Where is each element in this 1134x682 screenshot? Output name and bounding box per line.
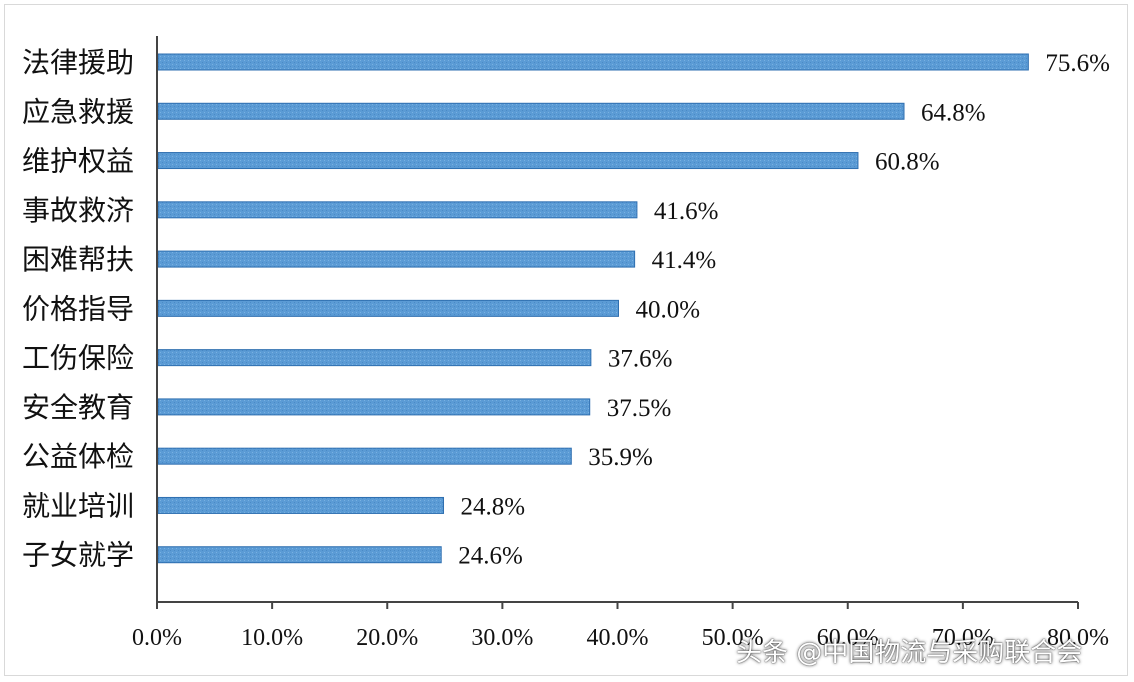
watermark-text: 头条 @中国物流与采购联合会: [736, 638, 1083, 668]
data-label: 24.8%: [461, 493, 526, 520]
data-label: 37.5%: [607, 395, 672, 422]
category-label: 维护权益: [22, 145, 134, 178]
x-tick-label: 0.0%: [132, 625, 182, 651]
data-label: 35.9%: [588, 444, 653, 471]
category-label: 事故救济: [22, 194, 134, 227]
bar: [157, 447, 572, 465]
bar: [157, 250, 636, 268]
bar: [157, 398, 591, 416]
bar: [157, 53, 1029, 71]
bar: [157, 102, 905, 120]
data-label: 64.8%: [921, 99, 986, 126]
data-label: 41.4%: [652, 247, 717, 274]
x-tick-label: 70.0%: [932, 625, 994, 651]
x-tick-label: 50.0%: [702, 625, 764, 651]
category-label: 安全教育: [22, 391, 134, 424]
data-label: 75.6%: [1045, 50, 1110, 77]
category-label: 应急救援: [22, 95, 134, 128]
category-label: 工伤保险: [22, 342, 134, 375]
data-label: 60.8%: [875, 149, 940, 176]
bar: [157, 201, 638, 219]
x-tick-label: 10.0%: [241, 625, 303, 651]
category-label: 公益体检: [22, 440, 134, 473]
x-tick-label: 40.0%: [587, 625, 649, 651]
bar: [157, 349, 592, 367]
category-label: 困难帮扶: [22, 243, 134, 276]
bar: [157, 152, 859, 170]
x-axis: 0.0% 10.0% 20.0% 30.0% 40.0% 50.0% 60.0% 70.0% 8…: [132, 36, 1109, 651]
data-label: 40.0%: [636, 296, 701, 323]
bar: [157, 299, 619, 317]
labels-layer: 法律援助 75.6% 应急救援 64.8% 维护权益 60.8% 事故救济 41.6% 困难帮扶…: [22, 46, 1110, 572]
bar: [157, 546, 442, 564]
data-label: 24.6%: [458, 543, 523, 570]
data-label: 37.6%: [608, 346, 673, 373]
x-tick-label: 80.0%: [1047, 625, 1109, 651]
x-tick-label: 30.0%: [471, 625, 533, 651]
category-label: 子女就学: [22, 539, 134, 572]
data-label: 41.6%: [654, 198, 719, 225]
category-label: 就业培训: [22, 489, 134, 522]
bar: [157, 496, 445, 514]
category-label: 法律援助: [22, 46, 134, 79]
x-tick-label: 60.0%: [817, 625, 879, 651]
category-label: 价格指导: [22, 292, 134, 325]
bars-layer: [157, 53, 1029, 564]
x-tick-label: 20.0%: [356, 625, 418, 651]
